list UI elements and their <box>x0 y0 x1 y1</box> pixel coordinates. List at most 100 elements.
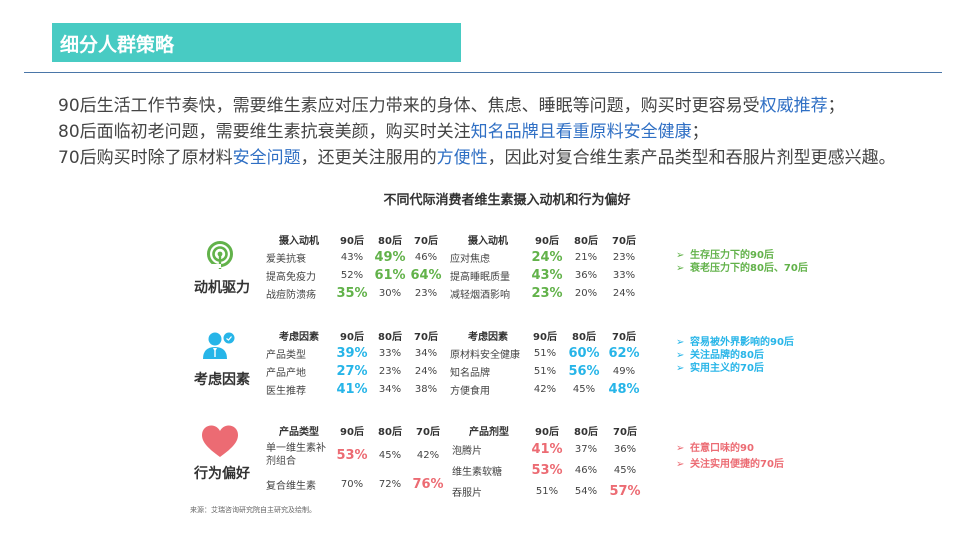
column-header: 考虑因素 <box>468 331 508 343</box>
row-label: 提高免疫力 <box>266 271 316 283</box>
value-70s: 38% <box>414 383 438 395</box>
intro-paragraph: 90后生活工作节奏快，需要维生素应对压力带来的身体、焦虑、睡眠等问题，购买时更容… <box>58 93 896 171</box>
row-label: 单一维生素补剂组合 <box>266 443 326 467</box>
motivation-table-left: 摄入动机 90后 80后 70后 爱美抗衰 43% 49% 46% 提高免疫力 … <box>266 230 444 302</box>
value-70s: 36% <box>613 444 637 455</box>
value-80s: 34% <box>378 383 402 395</box>
column-header: 90后 <box>340 426 364 438</box>
table-row: 单一维生素补剂组合 53% 45% 42% <box>266 439 448 471</box>
table-row: 提高睡眠质量 43% 36% 33% <box>450 266 644 284</box>
value-80s: 54% <box>574 486 598 497</box>
value-80s: 61% <box>374 267 406 283</box>
column-header: 70后 <box>416 426 440 438</box>
signal-antenna-icon <box>207 241 233 269</box>
value-80s: 33% <box>378 347 402 359</box>
row-label: 原材料安全健康 <box>450 349 520 361</box>
value-90s: 53% <box>531 463 563 478</box>
category-label: 行为偏好 <box>194 466 250 482</box>
note-item: ➢ 关注实用便捷的70后 <box>676 457 784 473</box>
value-90s: 24% <box>531 249 563 265</box>
table-row: 吞服片 51% 54% 57% <box>452 481 646 502</box>
row-label: 泡腾片 <box>452 446 482 457</box>
highlighted-text: 知名品牌且看重原料安全健康 <box>470 122 692 142</box>
table-row: 战痘防溃疡 35% 30% 23% <box>266 284 444 302</box>
column-header: 摄入动机 <box>468 235 508 247</box>
value-90s: 39% <box>336 345 368 361</box>
value-70s: 24% <box>612 287 636 299</box>
column-header: 80后 <box>572 331 596 343</box>
row-label: 减轻烟酒影响 <box>450 289 510 301</box>
value-70s: 62% <box>608 345 640 361</box>
value-80s: 72% <box>378 478 402 490</box>
value-90s: 51% <box>533 347 557 359</box>
motivation-table-right: 摄入动机 90后 80后 70后 应对焦虑 24% 21% 23% 提高睡眠质量… <box>450 230 644 302</box>
column-header: 70后 <box>414 235 438 247</box>
heart-icon <box>202 425 238 457</box>
page-title: 细分人群策略 <box>60 34 175 56</box>
value-90s: 43% <box>340 251 364 263</box>
table-row: 产品类型 39% 33% 34% <box>266 344 444 362</box>
value-90s: 51% <box>533 365 557 377</box>
value-80s: 49% <box>374 249 406 265</box>
arrow-icon: ➢ <box>676 459 685 470</box>
value-90s: 70% <box>340 478 364 490</box>
table-row: 产品产地 27% 23% 24% <box>266 362 444 380</box>
value-70s: 76% <box>412 476 444 492</box>
table-row: 维生素软糖 53% 46% 45% <box>452 460 646 481</box>
table-row: 复合维生素 70% 72% 76% <box>266 471 448 497</box>
column-header: 80后 <box>378 426 402 438</box>
arrow-icon: ➢ <box>676 350 685 361</box>
arrow-icon: ➢ <box>676 337 685 348</box>
note-item: ➢ 在意口味的90 <box>676 441 784 457</box>
value-80s: 45% <box>378 449 402 461</box>
category-label: 考虑因素 <box>194 372 250 388</box>
value-70s: 45% <box>613 465 637 476</box>
value-70s: 23% <box>612 251 636 263</box>
intro-line: 80后面临初老问题，需要维生素抗衰美颜，购买时关注知名品牌且看重原料安全健康； <box>58 122 709 142</box>
value-80s: 45% <box>572 383 596 395</box>
value-90s: 41% <box>336 381 368 397</box>
row-label: 维生素软糖 <box>452 467 502 478</box>
value-90s: 53% <box>336 447 368 463</box>
row-label: 战痘防溃疡 <box>266 289 316 301</box>
table-row: 知名品牌 51% 56% 49% <box>450 362 644 380</box>
table-row: 爱美抗衰 43% 49% 46% <box>266 248 444 266</box>
source-note: 来源：艾瑞咨询研究院自主研究及绘制。 <box>190 506 316 514</box>
column-header: 70后 <box>613 426 637 438</box>
column-header: 90后 <box>535 426 559 438</box>
column-header: 考虑因素 <box>279 331 319 343</box>
row-label: 提高睡眠质量 <box>450 271 510 283</box>
row-label: 知名品牌 <box>450 367 490 379</box>
note-item: ➢ 衰老压力下的80后、70后 <box>676 263 808 274</box>
value-70s: 34% <box>414 347 438 359</box>
column-header: 70后 <box>612 331 636 343</box>
arrow-icon: ➢ <box>676 443 685 454</box>
value-80s: 46% <box>574 465 598 476</box>
value-70s: 57% <box>609 484 641 499</box>
value-80s: 30% <box>378 287 402 299</box>
arrow-icon: ➢ <box>676 263 685 274</box>
section-title-bar: 细分人群策略 <box>52 23 461 62</box>
behavior-table-right: 产品剂型 90后 80后 70后 泡腾片 41% 37% 36% 维生素软糖 5… <box>452 421 646 502</box>
table-row: 方便食用 42% 45% 48% <box>450 380 644 398</box>
intro-line: 90后生活工作节奏快，需要维生素应对压力带来的身体、焦虑、睡眠等问题，购买时更容… <box>58 96 845 116</box>
value-70s: 23% <box>414 287 438 299</box>
person-chat-icon <box>203 332 235 359</box>
value-70s: 46% <box>414 251 438 263</box>
row-label: 应对焦虑 <box>450 253 490 265</box>
value-80s: 56% <box>568 363 600 379</box>
highlighted-text: 安全问题 <box>232 148 301 168</box>
column-header: 70后 <box>612 235 636 247</box>
value-90s: 42% <box>533 383 557 395</box>
value-70s: 33% <box>612 269 636 281</box>
value-80s: 37% <box>574 444 598 455</box>
highlighted-text: 方便性 <box>436 148 488 168</box>
chart-title: 不同代际消费者维生素摄入动机和行为偏好 <box>383 193 631 208</box>
row-label: 方便食用 <box>450 385 490 397</box>
table-row: 原材料安全健康 51% 60% 62% <box>450 344 644 362</box>
column-header: 80后 <box>378 235 402 247</box>
table-row: 减轻烟酒影响 23% 20% 24% <box>450 284 644 302</box>
value-90s: 23% <box>531 285 563 301</box>
note-item: ➢ 生存压力下的90后 <box>676 250 774 261</box>
value-90s: 27% <box>336 363 368 379</box>
